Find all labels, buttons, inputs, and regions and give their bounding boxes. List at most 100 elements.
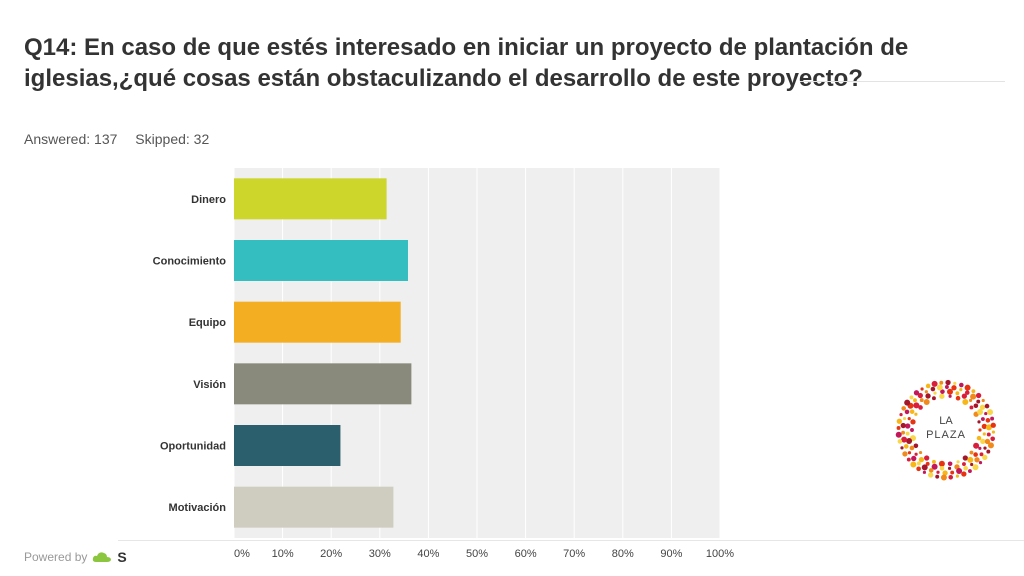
logo-dot: [940, 474, 947, 481]
logo-dot: [978, 446, 982, 450]
x-tick-label: 10%: [272, 548, 294, 560]
question-title: Q14: En caso de que estés interesado en …: [24, 34, 909, 92]
logo-dot: [905, 431, 910, 436]
brand-letter: S: [117, 549, 127, 565]
logo-dot: [947, 466, 952, 470]
logo-dot: [909, 445, 915, 451]
logo-dot: [906, 437, 913, 444]
logo-dot: [907, 417, 911, 421]
logo-dot: [970, 462, 974, 467]
logo-dot: [975, 392, 982, 399]
logo-dot: [967, 469, 972, 473]
logo-dot: [933, 391, 937, 395]
logo-dot: [925, 383, 931, 389]
logo-dot: [905, 423, 911, 429]
logo-dot: [981, 398, 985, 403]
logo-dot: [987, 409, 994, 416]
bar-oportunidad: [234, 425, 341, 466]
logo-dot: [942, 470, 948, 476]
logo-dot: [967, 456, 974, 463]
logo-dot: [919, 398, 924, 403]
logo-dot: [939, 393, 945, 399]
x-tick-label: 90%: [660, 548, 682, 560]
logo-dot: [902, 451, 908, 457]
logo-dot: [991, 430, 996, 434]
logo-dot: [990, 436, 995, 442]
logo-dot: [920, 387, 924, 391]
logo-dot: [955, 474, 960, 478]
logo-dot: [986, 432, 991, 437]
logo-dot: [931, 396, 936, 401]
logo-dot: [918, 456, 925, 463]
logo-text-line2: PLAZA: [926, 429, 966, 441]
logo-dot: [961, 471, 967, 477]
logo-dot: [940, 389, 945, 394]
logo-dot: [900, 446, 904, 450]
logo-dot: [962, 462, 966, 467]
logo-dot: [962, 399, 969, 406]
footer: Powered by S: [24, 549, 127, 565]
logo-dot: [895, 431, 902, 438]
logo-dot: [921, 464, 928, 471]
logo-dot: [896, 425, 901, 430]
logo-dot: [931, 459, 936, 464]
logo-dot: [904, 399, 911, 406]
logo-dot: [986, 449, 991, 454]
logo-dot: [984, 411, 988, 416]
powered-by-label: Powered by: [24, 550, 88, 564]
x-tick-label: 70%: [563, 548, 585, 560]
logo-dot: [944, 385, 949, 389]
logo-dot: [990, 416, 995, 421]
logo-dot: [899, 413, 903, 417]
logo-dot: [956, 467, 963, 474]
logo-dot: [914, 412, 918, 416]
logo-dot: [983, 446, 987, 450]
logo-dot: [901, 406, 906, 411]
x-tick-label: 80%: [612, 548, 634, 560]
logo-dot: [959, 382, 964, 388]
logo-dot: [910, 461, 917, 468]
category-label: Conocimiento: [153, 256, 227, 268]
la-plaza-logo: LA PLAZA: [895, 379, 996, 481]
logo-dot: [947, 461, 953, 467]
logo-dot: [907, 451, 912, 455]
logo-dot: [985, 424, 992, 431]
logo-dot: [935, 474, 940, 479]
logo-dot: [955, 395, 961, 401]
logo-dot: [982, 432, 986, 436]
logo-dot: [987, 442, 994, 449]
logo-dot: [918, 405, 923, 410]
logo-dot: [982, 454, 988, 461]
logo-dot: [939, 465, 945, 471]
logo-dot: [971, 389, 976, 394]
x-tick-label: 60%: [515, 548, 537, 560]
logo-dot: [969, 405, 974, 410]
logo-dot: [909, 395, 914, 400]
logo-dot: [961, 393, 967, 399]
logo-dot: [976, 399, 981, 404]
bar-conocimiento: [234, 240, 408, 281]
logo-dot: [977, 409, 984, 416]
cloud-logo-icon: [93, 552, 112, 562]
category-label: Oportunidad: [160, 441, 226, 453]
logo-dot: [911, 455, 917, 462]
logo-dot: [969, 450, 974, 455]
logo-dot: [980, 417, 985, 421]
logo-dot: [931, 463, 938, 470]
logo-dot: [955, 391, 960, 396]
bar-motivación: [234, 486, 394, 528]
logo-dot: [974, 457, 980, 463]
logo-dot: [936, 384, 943, 391]
logo-dot: [973, 452, 978, 457]
logo-dot: [956, 460, 960, 464]
x-tick-label: 0%: [234, 548, 250, 560]
logo-dot: [946, 388, 953, 395]
logo-dot: [964, 384, 971, 391]
logo-dot: [977, 420, 981, 424]
logo-dot: [914, 452, 918, 456]
logo-dot: [918, 450, 923, 455]
x-tick-label: 100%: [706, 548, 734, 560]
category-label: Equipo: [189, 317, 227, 329]
logo-dot: [950, 470, 955, 475]
